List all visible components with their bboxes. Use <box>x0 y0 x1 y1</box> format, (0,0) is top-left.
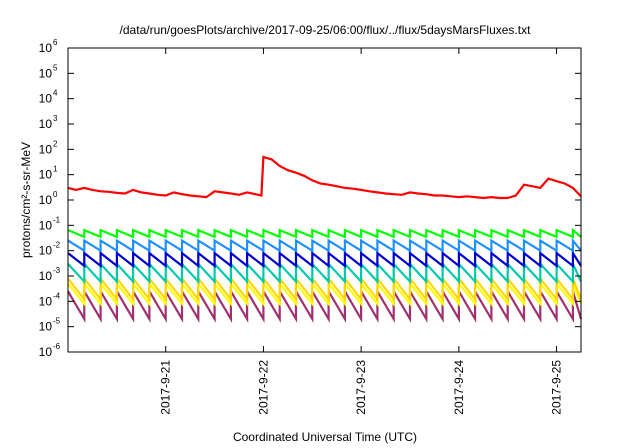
series-line <box>67 249 582 269</box>
y-tick-label: 10-4 <box>39 291 61 308</box>
y-axis-label: protons/cm²-s-sr-MeV <box>19 142 33 258</box>
y-tick-label: 10-1 <box>39 215 61 232</box>
y-tick-label: 103 <box>39 114 58 131</box>
chart-title: /data/run/goesPlots/archive/2017-09-25/0… <box>120 23 532 37</box>
x-axis-label: Coordinated Universal Time (UTC) <box>233 430 417 444</box>
x-tick-label: 2017-9-21 <box>159 360 173 415</box>
plot-frame <box>67 47 582 353</box>
x-tick-label: 2017-9-23 <box>354 360 368 415</box>
y-tick-label: 101 <box>39 165 58 182</box>
series-layer <box>67 155 583 324</box>
y-tick-label: 106 <box>39 38 58 55</box>
series-line <box>67 227 582 239</box>
series-line <box>67 275 583 303</box>
x-tick-label: 2017-9-24 <box>452 360 466 415</box>
y-tick-label: 105 <box>39 63 58 80</box>
x-tick-label: 2017-9-22 <box>256 360 270 415</box>
y-tick-label: 10-5 <box>39 317 61 334</box>
y-tick-label: 104 <box>39 89 58 106</box>
x-tick-label: 2017-9-25 <box>550 360 564 415</box>
y-tick-label: 102 <box>39 139 58 156</box>
y-tick-label: 10-2 <box>39 241 61 258</box>
series-line <box>67 155 582 200</box>
y-tick-label: 10-6 <box>39 342 61 359</box>
series-line <box>67 237 582 253</box>
series-line <box>67 261 583 285</box>
y-tick-label: 10-3 <box>39 266 61 283</box>
x-axis: 2017-9-21 2017-9-22 2017-9-23 2017-9-24 2017… <box>159 48 564 415</box>
y-tick-label: 100 <box>39 190 58 207</box>
